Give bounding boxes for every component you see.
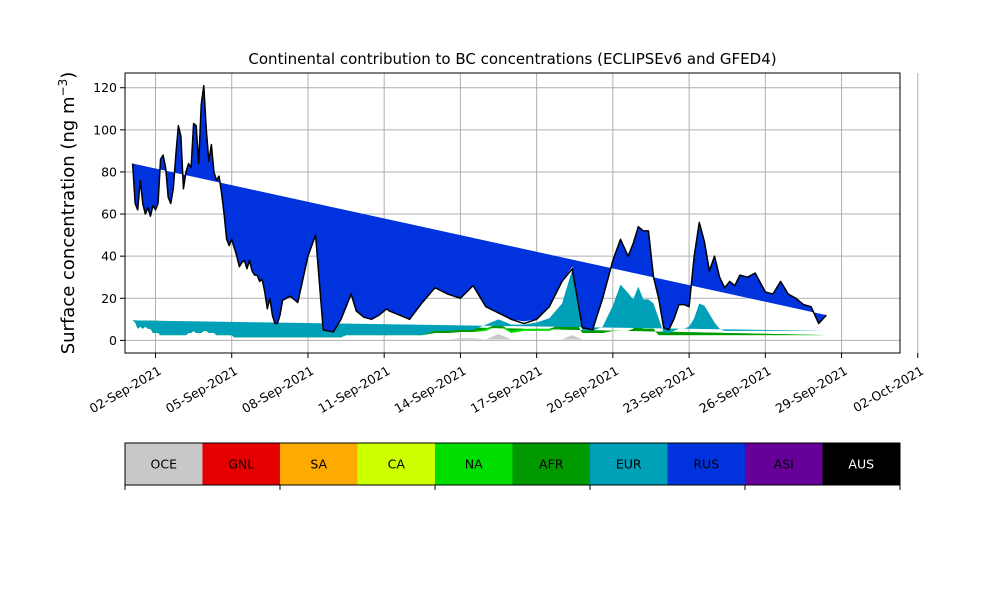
area-series-eur (132, 269, 827, 338)
legend-swatch-aus (822, 443, 900, 485)
y-tick-label: 40 (101, 249, 117, 264)
legend-swatch-rus (667, 443, 745, 485)
y-axis-label-text: Surface concentration (58, 155, 79, 354)
y-tick-label: 0 (109, 333, 117, 348)
plot-frame (124, 72, 901, 354)
x-tick-label: 23-Sep-2021 (620, 363, 697, 416)
legend-swatch-ca (357, 443, 435, 485)
y-tick-label: 80 (101, 164, 117, 179)
legend-swatch-afr (512, 443, 590, 485)
area-series-rus (132, 85, 827, 332)
legend-label-gnl: GNL (228, 457, 254, 472)
colorbar-legend: OCE GNL SA CA NA AFR EUR RUS ASI AUS (124, 442, 901, 490)
x-tick-label: 29-Sep-2021 (773, 363, 850, 416)
legend-swatch-asi (745, 443, 823, 485)
legend-label-na: NA (465, 457, 483, 472)
legend-label-afr: AFR (539, 457, 564, 472)
x-tick-label: 11-Sep-2021 (315, 363, 392, 416)
y-tick-label: 60 (101, 207, 117, 222)
legend-label-rus: RUS (693, 457, 719, 472)
y-tick-label: 20 (101, 291, 117, 306)
y-axis-unit-close: ) (58, 72, 79, 79)
x-tick-label: 14-Sep-2021 (392, 363, 469, 416)
legend-label-eur: EUR (616, 457, 642, 472)
y-axis-label: Surface concentration (ng m−3) (56, 72, 79, 355)
x-tick-label: 26-Sep-2021 (697, 363, 774, 416)
total-concentration-line (131, 84, 827, 333)
x-tick-label: 02-Oct-2021 (850, 363, 926, 415)
legend-label-oce: OCE (151, 457, 178, 472)
legend-frame (124, 442, 901, 486)
axes: 0 20 40 60 80 100 120 02-Sep-2021 05-Sep-2021 08-… (87, 72, 926, 416)
x-tick-label: 20-Sep-2021 (544, 363, 621, 416)
legend-swatch-oce (125, 443, 203, 485)
y-tick-label: 120 (93, 80, 117, 95)
legend-swatch-eur (590, 443, 668, 485)
y-axis-unit: (ng m (58, 96, 79, 149)
legend-swatch-sa (280, 443, 358, 485)
chart-title: Continental contribution to BC concentra… (248, 50, 776, 68)
x-tick-label: 05-Sep-2021 (163, 363, 240, 416)
legend-swatch-gnl (202, 443, 280, 485)
x-tick-label: 08-Sep-2021 (239, 363, 316, 416)
stacked-areas (131, 84, 827, 340)
legend-label-asi: ASI (774, 457, 794, 472)
legend-swatch-na (435, 443, 513, 485)
y-axis-unit-exponent: −3 (56, 79, 70, 97)
legend-label-ca: CA (388, 457, 406, 472)
y-tick-label: 100 (93, 122, 117, 137)
x-tick-label: 17-Sep-2021 (468, 363, 545, 416)
x-tick-label: 02-Sep-2021 (87, 363, 164, 416)
legend-label-aus: AUS (848, 457, 874, 472)
legend-label-sa: SA (310, 457, 327, 472)
